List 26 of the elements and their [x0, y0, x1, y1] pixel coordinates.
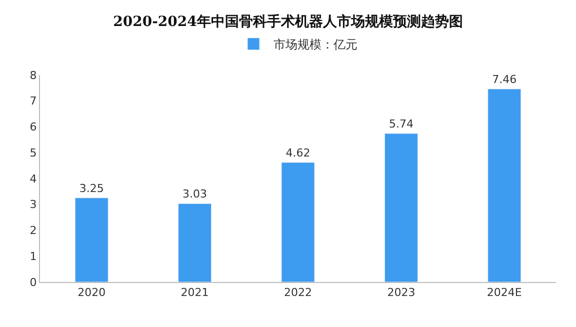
bar — [74, 198, 108, 282]
y-tick-label: 8 — [30, 68, 37, 82]
y-tick-label: 1 — [30, 250, 37, 263]
bar — [178, 203, 212, 282]
bar — [384, 133, 418, 282]
y-tick-label: 0 — [30, 276, 37, 289]
y-tick-label: 4 — [30, 172, 37, 186]
legend-label: 市场规模：亿元 — [274, 38, 358, 52]
y-tick-label: 6 — [30, 120, 37, 134]
y-tick-label: 7 — [30, 94, 37, 108]
x-tick-label: 2022 — [284, 286, 312, 300]
x-tick-label: 2021 — [180, 286, 209, 300]
chart-title: 2020-2024年中国骨科手术机器人市场规模预测趋势图 — [113, 13, 463, 30]
data-label: 5.74 — [388, 117, 414, 130]
data-label: 4.62 — [286, 146, 310, 160]
x-tick-label: 2020 — [78, 286, 106, 300]
data-label: 3.25 — [79, 182, 104, 195]
data-label: 3.03 — [182, 188, 208, 201]
y-tick-label: 3 — [30, 198, 37, 212]
bar — [488, 88, 522, 282]
x-tick-label: 2023 — [387, 286, 416, 300]
y-tick-label: 5 — [30, 146, 37, 160]
x-tick-label: 2024E — [486, 286, 522, 300]
bar — [281, 162, 315, 282]
y-tick-label: 2 — [30, 224, 37, 238]
data-label: 7.46 — [492, 72, 517, 86]
